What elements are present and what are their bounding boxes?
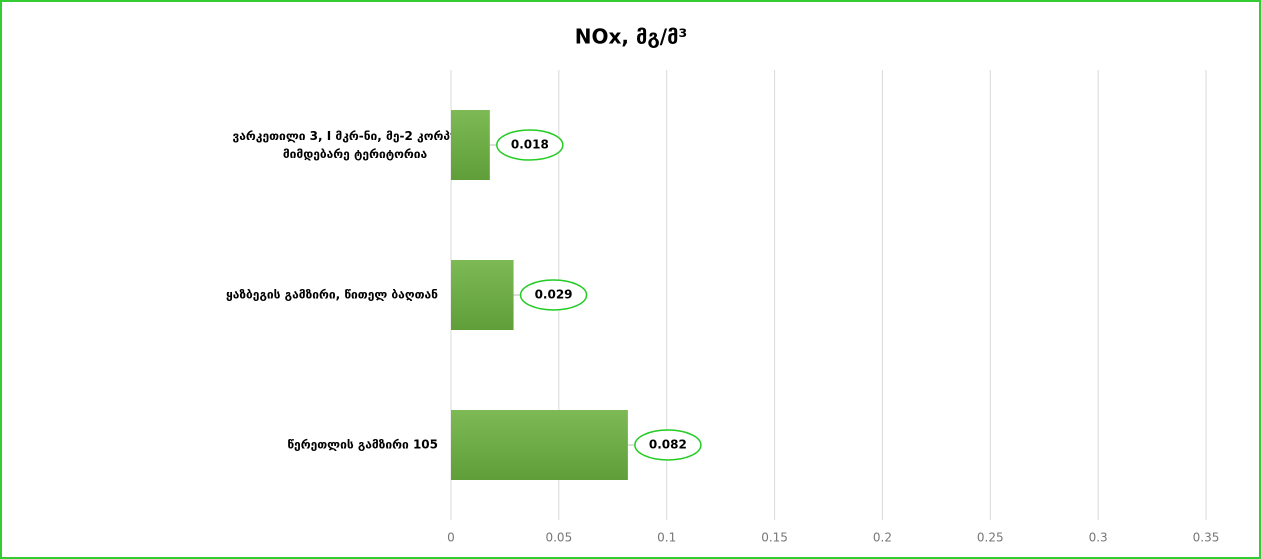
chart-title: NOx, მგ/მ³ xyxy=(575,25,687,49)
bar xyxy=(451,410,628,480)
label-bubble xyxy=(496,129,564,161)
x-tick-label: 0.05 xyxy=(545,531,572,545)
y-tick-label: ყაზბეგის გამზირი, წითელ ბაღთან xyxy=(226,288,438,302)
data-label: 0.082 xyxy=(649,438,687,452)
data-label: 0.018 xyxy=(511,138,549,152)
x-tick-label: 0.25 xyxy=(977,531,1004,545)
x-tick-label: 0.2 xyxy=(873,531,892,545)
data-label: 0.029 xyxy=(535,288,573,302)
label-bubble xyxy=(634,429,702,461)
x-tick-label: 0.15 xyxy=(761,531,788,545)
x-tick-label: 0 xyxy=(447,531,455,545)
bar xyxy=(451,260,514,330)
x-tick-label: 0.3 xyxy=(1089,531,1108,545)
y-tick-label: ვარკეთილი 3, I მკრ-ნი, მე-2 კორპუსის მიმდ… xyxy=(233,129,478,161)
x-tick-label: 0.1 xyxy=(657,531,676,545)
x-tick-label: 0.35 xyxy=(1193,531,1220,545)
bar xyxy=(451,110,490,180)
y-tick-label: წერეთლის გამზირი 105 xyxy=(287,438,438,452)
label-bubble xyxy=(519,279,588,311)
